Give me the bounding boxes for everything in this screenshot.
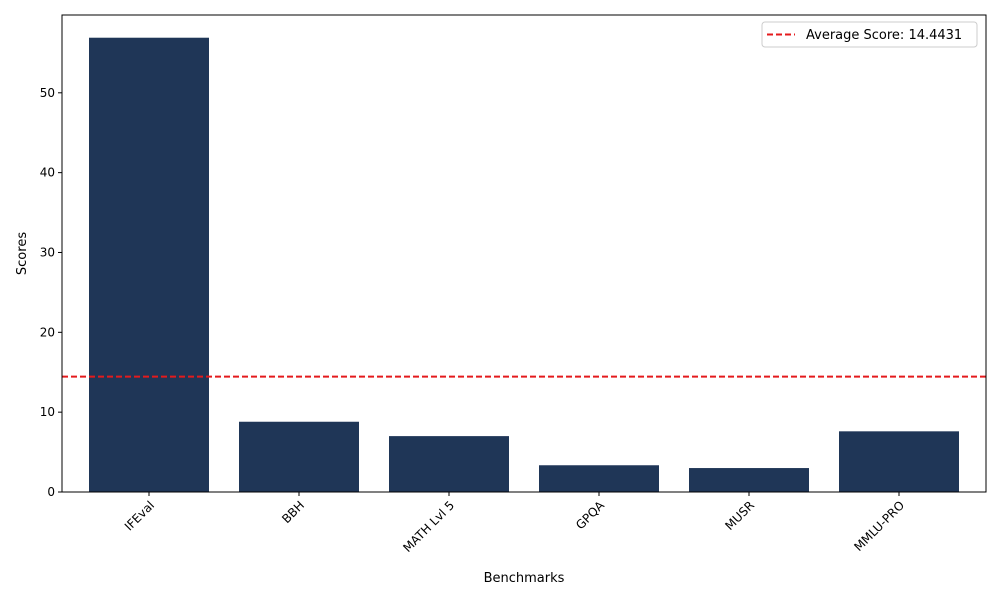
x-tick-label: IFEval	[122, 498, 157, 533]
x-axis-title: Benchmarks	[484, 571, 565, 586]
y-tick-label: 10	[40, 405, 55, 419]
x-axis: IFEval BBH MATH Lvl 5 GPQA MUSR MMLU-PRO	[122, 492, 907, 555]
bar-ifeval	[89, 37, 209, 492]
legend-box	[761, 21, 978, 48]
y-tick-label: 30	[40, 245, 55, 259]
y-tick-label: 20	[40, 325, 55, 339]
x-tick-label: BBH	[279, 498, 307, 526]
x-tick-label: MATH Lvl 5	[400, 498, 457, 555]
x-tick-label: MUSR	[722, 498, 757, 533]
y-tick-label: 0	[47, 485, 55, 499]
legend-label-average-score: Average Score: 14.4431	[806, 28, 962, 43]
bars-layer	[89, 37, 959, 492]
y-axis: 0 10 20 30 40 50	[40, 86, 62, 499]
bar-musr	[689, 468, 809, 492]
plot-frame	[61, 14, 987, 493]
bar-math-lvl-5	[389, 436, 509, 492]
plot-background	[62, 15, 986, 492]
x-tick-label: GPQA	[573, 498, 608, 533]
y-tick-label: 40	[40, 166, 55, 180]
x-tick-label: MMLU-PRO	[851, 498, 907, 554]
y-axis-title: Scores	[15, 232, 30, 275]
legend: Average Score: 14.4431	[761, 21, 978, 48]
bar-bbh	[239, 421, 359, 492]
y-tick-label: 50	[40, 86, 55, 100]
bar-mmlu-pro	[839, 431, 959, 492]
bar-gpqa	[539, 465, 659, 492]
